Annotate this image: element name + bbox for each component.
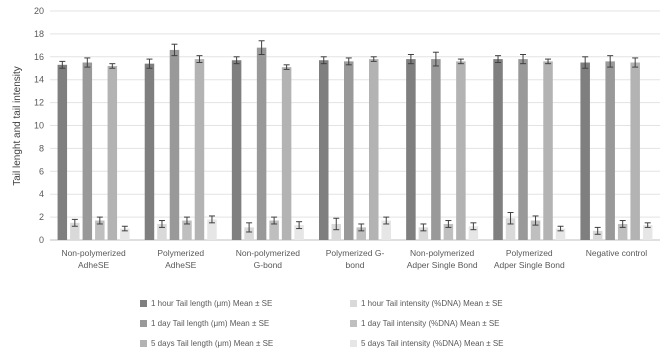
gridlines bbox=[50, 10, 660, 241]
bar bbox=[95, 220, 105, 240]
x-category-label: Non-polymerized bbox=[410, 248, 475, 258]
x-category-label: Polymerized G- bbox=[326, 248, 385, 258]
bar bbox=[182, 220, 192, 240]
bar bbox=[70, 222, 80, 240]
bar bbox=[580, 62, 590, 241]
x-axis-categories: Non-polymerized AdheSE Polymerized AdheSE No… bbox=[61, 248, 647, 270]
legend-swatch bbox=[350, 300, 357, 307]
x-category-label: G-bond bbox=[254, 260, 283, 270]
legend-swatch bbox=[350, 320, 357, 327]
legend: 1 hour Tail length (μm) Mean ± SE 1 hour … bbox=[140, 299, 504, 348]
x-category-label: Adper Single Bond bbox=[407, 260, 478, 270]
bar bbox=[431, 59, 441, 241]
x-category-label: Negative control bbox=[586, 248, 648, 258]
bar bbox=[381, 220, 391, 240]
x-category-label: AdheSE bbox=[165, 260, 197, 270]
bar bbox=[231, 60, 242, 240]
y-tick-label: 14 bbox=[34, 75, 44, 85]
error-bars bbox=[59, 40, 651, 235]
x-category-label: Polymerized bbox=[157, 248, 204, 258]
legend-label: 1 hour Tail intensity (%DNA) Mean ± SE bbox=[361, 299, 503, 308]
legend-label: 1 day Tail length (μm) Mean ± SE bbox=[151, 319, 269, 328]
bar bbox=[344, 61, 354, 240]
bar bbox=[269, 220, 279, 240]
bar bbox=[294, 225, 304, 240]
bar bbox=[107, 65, 118, 241]
bar bbox=[369, 59, 379, 241]
y-tick-label: 0 bbox=[39, 235, 44, 245]
bar bbox=[493, 59, 503, 241]
y-tick-label: 4 bbox=[39, 189, 44, 199]
y-tick-label: 10 bbox=[34, 121, 44, 131]
bar bbox=[82, 62, 93, 241]
bar bbox=[57, 64, 68, 240]
bar bbox=[194, 59, 205, 241]
bar bbox=[418, 227, 429, 240]
bar bbox=[120, 228, 130, 240]
legend-label: 5 days Tail intensity (%DNA) Mean ± SE bbox=[361, 339, 504, 348]
legend-label: 1 day Tail intensity (%DNA) Mean ± SE bbox=[361, 319, 500, 328]
bar bbox=[144, 63, 155, 240]
bar bbox=[530, 220, 541, 240]
bar bbox=[642, 225, 653, 240]
y-tick-label: 16 bbox=[34, 52, 44, 62]
bar bbox=[281, 67, 292, 240]
x-category-label: Adper Single Bond bbox=[494, 260, 565, 270]
bar bbox=[605, 61, 615, 240]
y-axis-label: Tail lenght and tail intensity bbox=[12, 66, 23, 186]
x-category-label: Non-polymerized bbox=[236, 248, 301, 258]
legend-label: 1 hour Tail length (μm) Mean ± SE bbox=[151, 299, 272, 308]
y-tick-label: 2 bbox=[39, 212, 44, 222]
y-tick-label: 20 bbox=[34, 6, 44, 16]
bar bbox=[331, 223, 341, 240]
bar bbox=[505, 218, 516, 240]
bar bbox=[555, 228, 566, 240]
bar bbox=[319, 60, 329, 240]
y-axis-ticks: 0 2 4 6 8 10 12 14 16 18 20 bbox=[34, 6, 44, 245]
y-tick-label: 12 bbox=[34, 98, 44, 108]
legend-swatch bbox=[140, 320, 147, 327]
bar bbox=[630, 62, 640, 241]
x-category-label: Non-polymerized bbox=[61, 248, 126, 258]
legend-swatch bbox=[140, 300, 147, 307]
bar bbox=[518, 59, 528, 241]
legend-swatch bbox=[350, 340, 357, 347]
bar bbox=[356, 227, 366, 240]
bar bbox=[406, 59, 416, 241]
bar bbox=[157, 223, 167, 240]
bar bbox=[169, 49, 180, 241]
x-category-label: bond bbox=[346, 260, 365, 270]
x-category-label: AdheSE bbox=[78, 260, 110, 270]
bar bbox=[543, 61, 553, 240]
bar bbox=[244, 227, 254, 240]
bar bbox=[617, 223, 628, 240]
y-tick-label: 6 bbox=[39, 166, 44, 176]
y-tick-label: 8 bbox=[39, 143, 44, 153]
bar bbox=[256, 47, 267, 240]
bar bbox=[443, 223, 454, 240]
bar bbox=[207, 219, 217, 240]
bar bbox=[468, 226, 479, 240]
x-category-label: Polymerized bbox=[506, 248, 553, 258]
y-tick-label: 18 bbox=[34, 29, 44, 39]
bar bbox=[456, 61, 466, 240]
bars bbox=[57, 47, 653, 241]
bar bbox=[592, 230, 603, 240]
legend-label: 5 days Tail length (μm) Mean ± SE bbox=[151, 339, 273, 348]
legend-swatch bbox=[140, 340, 147, 347]
